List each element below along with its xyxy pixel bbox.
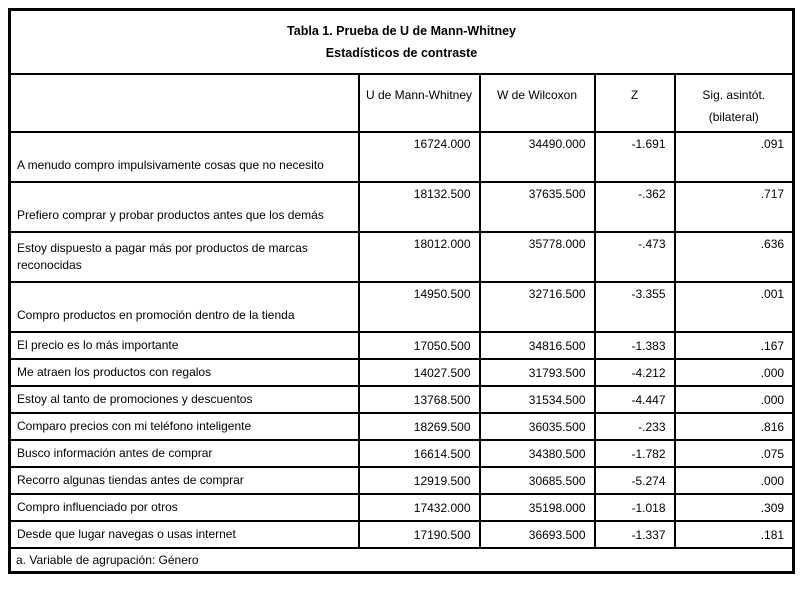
w-value: 31793.500 — [478, 358, 596, 387]
sig-value: .636 — [673, 231, 795, 283]
sig-value: .717 — [673, 181, 795, 233]
table-row: A menudo compro impulsivamente cosas que… — [8, 131, 795, 183]
sig-value: .816 — [673, 412, 795, 441]
z-value: -1.337 — [593, 520, 676, 549]
table-row: Estoy dispuesto a pagar más por producto… — [8, 231, 795, 283]
row-label: Busco información antes de comprar — [8, 439, 360, 468]
table-row: Estoy al tanto de promociones y descuent… — [8, 385, 795, 414]
table-row: El precio es lo más importante 17050.500… — [8, 331, 795, 360]
u-value: 18132.500 — [357, 181, 481, 233]
w-value: 30685.500 — [478, 466, 596, 495]
u-value: 17050.500 — [357, 331, 481, 360]
mann-whitney-results-table: Tabla 1. Prueba de U de Mann-Whitney Est… — [8, 8, 796, 574]
row-label: Desde que lugar navegas o usas internet — [8, 520, 360, 549]
table-subtitle: Estadísticos de contraste — [325, 46, 478, 60]
w-value: 32716.500 — [478, 281, 596, 333]
table-row: Me atraen los productos con regalos 1402… — [8, 358, 795, 387]
table-row: Comparo precios con mi teléfono intelige… — [8, 412, 795, 441]
mann-whitney-table-container: Tabla 1. Prueba de U de Mann-Whitney Est… — [8, 8, 796, 574]
column-header-row: U de Mann-Whitney W de Wilcoxon Z Sig. a… — [8, 73, 795, 133]
sig-value: .000 — [673, 466, 795, 495]
footnote-row: a. Variable de agrupación: Género — [8, 547, 795, 574]
w-value: 36693.500 — [478, 520, 596, 549]
w-value: 35778.000 — [478, 231, 596, 283]
sig-value: .091 — [673, 131, 795, 183]
row-label: Prefiero comprar y probar productos ante… — [8, 181, 360, 233]
sig-value: .000 — [673, 385, 795, 414]
column-header-z: Z — [593, 73, 676, 133]
column-header-sig: Sig. asintót. (bilateral) — [673, 73, 795, 133]
u-value: 16614.500 — [357, 439, 481, 468]
table-row: Compro productos en promoción dentro de … — [8, 281, 795, 333]
column-header-u: U de Mann-Whitney — [357, 73, 481, 133]
z-value: -3.355 — [593, 281, 676, 333]
w-value: 36035.500 — [478, 412, 596, 441]
sig-value: .075 — [673, 439, 795, 468]
u-value: 13768.500 — [357, 385, 481, 414]
u-value: 14027.500 — [357, 358, 481, 387]
column-header-sig-label-line2: (bilateral) — [708, 110, 759, 124]
grouping-variable-footnote: a. Variable de agrupación: Género — [8, 547, 795, 574]
u-value: 18012.000 — [357, 231, 481, 283]
w-value: 34380.500 — [478, 439, 596, 468]
sig-value: .167 — [673, 331, 795, 360]
row-label: Comparo precios con mi teléfono intelige… — [8, 412, 360, 441]
column-header-w-label: W de Wilcoxon — [496, 88, 578, 102]
u-value: 16724.000 — [357, 131, 481, 183]
row-label: A menudo compro impulsivamente cosas que… — [8, 131, 360, 183]
w-value: 31534.500 — [478, 385, 596, 414]
sig-value: .181 — [673, 520, 795, 549]
table-title-block: Tabla 1. Prueba de U de Mann-Whitney Est… — [8, 8, 795, 75]
table-row: Compro influenciado por otros 17432.000 … — [8, 493, 795, 522]
z-value: -4.212 — [593, 358, 676, 387]
row-label: Compro influenciado por otros — [8, 493, 360, 522]
row-label: Estoy al tanto de promociones y descuent… — [8, 385, 360, 414]
column-header-z-label: Z — [630, 88, 639, 102]
z-value: -.362 — [593, 181, 676, 233]
sig-value: .001 — [673, 281, 795, 333]
z-value: -1.691 — [593, 131, 676, 183]
sig-value: .000 — [673, 358, 795, 387]
w-value: 37635.500 — [478, 181, 596, 233]
z-value: -5.274 — [593, 466, 676, 495]
column-header-u-label: U de Mann-Whitney — [365, 88, 473, 102]
z-value: -.233 — [593, 412, 676, 441]
u-value: 14950.500 — [357, 281, 481, 333]
row-label: Estoy dispuesto a pagar más por producto… — [8, 231, 360, 283]
title-row: Tabla 1. Prueba de U de Mann-Whitney Est… — [8, 8, 795, 75]
z-value: -1.018 — [593, 493, 676, 522]
w-value: 35198.000 — [478, 493, 596, 522]
u-value: 12919.500 — [357, 466, 481, 495]
z-value: -4.447 — [593, 385, 676, 414]
u-value: 17432.000 — [357, 493, 481, 522]
column-header-w: W de Wilcoxon — [478, 73, 596, 133]
sig-value: .309 — [673, 493, 795, 522]
u-value: 18269.500 — [357, 412, 481, 441]
z-value: -1.782 — [593, 439, 676, 468]
w-value: 34490.000 — [478, 131, 596, 183]
w-value: 34816.500 — [478, 331, 596, 360]
table-row: Desde que lugar navegas o usas internet … — [8, 520, 795, 549]
table-title: Tabla 1. Prueba de U de Mann-Whitney — [287, 24, 517, 38]
row-label: Me atraen los productos con regalos — [8, 358, 360, 387]
corner-cell-empty — [8, 73, 360, 133]
table-row: Prefiero comprar y probar productos ante… — [8, 181, 795, 233]
table-row: Busco información antes de comprar 16614… — [8, 439, 795, 468]
row-label: El precio es lo más importante — [8, 331, 360, 360]
table-row: Recorro algunas tiendas antes de comprar… — [8, 466, 795, 495]
row-label: Compro productos en promoción dentro de … — [8, 281, 360, 333]
row-label: Recorro algunas tiendas antes de comprar — [8, 466, 360, 495]
z-value: -1.383 — [593, 331, 676, 360]
column-header-sig-label-line1: Sig. asintót. — [702, 88, 766, 102]
z-value: -.473 — [593, 231, 676, 283]
u-value: 17190.500 — [357, 520, 481, 549]
